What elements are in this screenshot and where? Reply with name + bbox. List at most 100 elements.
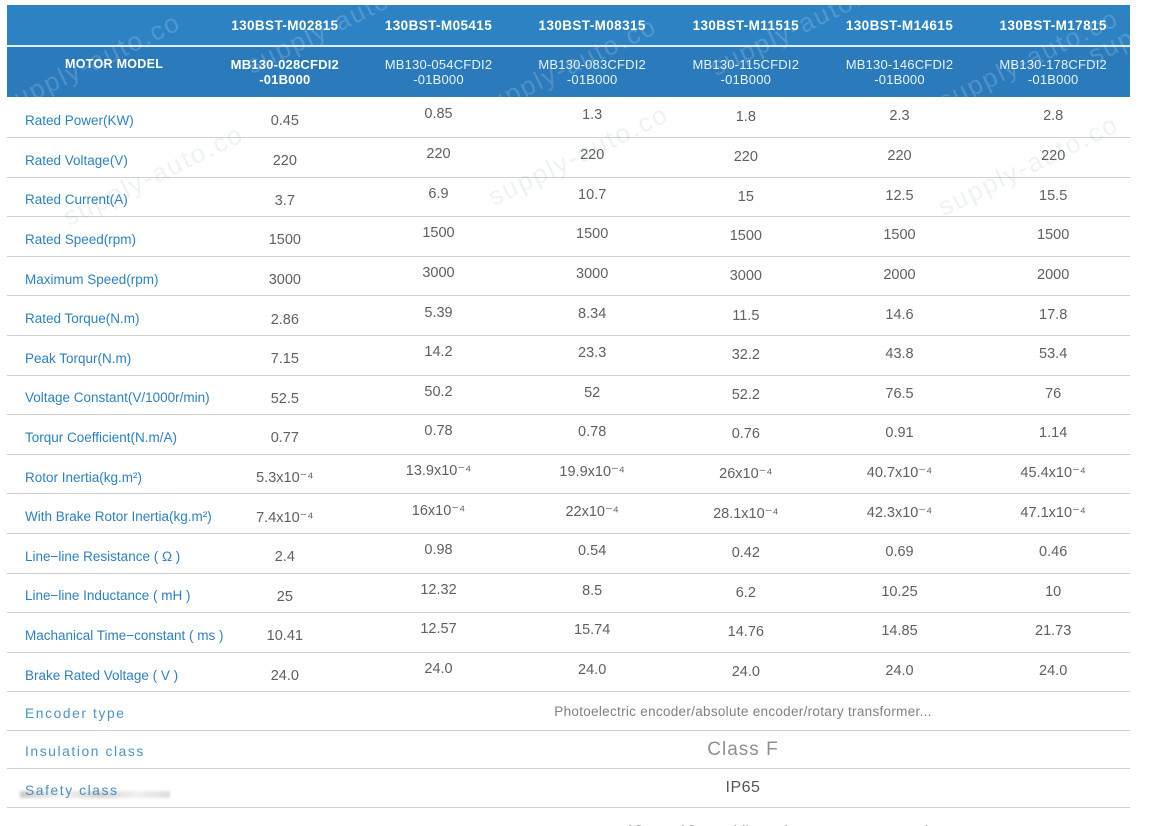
spec-value: 23.3	[578, 345, 607, 362]
spec-value: 47.1x10⁻⁴	[1020, 504, 1086, 521]
sub-model-name: MB130-146CFDI2 -01B000	[823, 47, 977, 97]
row-label: Line−line Inductance ( mH )	[25, 588, 191, 604]
row-label: Rated Current(A)	[25, 192, 128, 208]
row-values: 24.0 24.0 24.0 24.0 24.0 24.0	[208, 661, 1130, 684]
spec-value: 7.15	[270, 351, 299, 368]
row-label: Safety class	[25, 782, 119, 798]
spec-value: 17.8	[1039, 306, 1068, 323]
row-label: With Brake Rotor Inertia(kg.m²)	[25, 509, 212, 525]
row-values: 25 12.32 8.5 6.2 10.25 10	[208, 581, 1130, 605]
sub-model-line2: -01B000	[413, 72, 464, 87]
environment-value: Temperature:-20℃~+40℃ Humidity Below 90%…	[208, 823, 1130, 826]
row-label: Voltage Constant(V/1000r/min)	[25, 390, 210, 406]
spec-value: 3000	[729, 268, 762, 285]
spec-value: 220	[580, 147, 605, 164]
spec-value: 24.0	[731, 664, 760, 681]
spec-value: 12.32	[420, 581, 457, 598]
sub-model-name: MB130-178CFDI2 -01B000	[976, 47, 1130, 97]
merged-rows: Encoder type Photoelectric encoder/absolu…	[7, 692, 1130, 808]
environment-row: The operating of environmental condition…	[7, 808, 1130, 826]
row-values: 220 220 220 220 220 220	[208, 146, 1130, 169]
sub-model-line2: -01B000	[1027, 72, 1079, 87]
sub-model-line1: MB130-083CFDI2	[538, 56, 646, 72]
spec-value: 3000	[268, 272, 301, 289]
model-name-cells: 130BST-M02815 130BST-M05415 130BST-M08315 1…	[208, 5, 1130, 45]
spec-value: 14.85	[881, 623, 918, 640]
table-row: Safety class IP65	[7, 769, 1130, 808]
spec-value: 0.45	[270, 113, 299, 129]
spec-value: 2000	[883, 267, 916, 284]
spec-value: 0.77	[270, 430, 299, 447]
merged-value: Class F	[707, 738, 779, 760]
model-name: 130BST-M05415	[384, 17, 493, 33]
spec-value: 0.98	[424, 542, 453, 559]
table-header: 130BST-M02815 130BST-M05415 130BST-M08315 1…	[7, 5, 1130, 97]
spec-value: 14.2	[424, 344, 453, 361]
spec-value: 2.3	[889, 108, 910, 124]
row-values: 3.7 6.9 10.7 15 12.5 15.5	[208, 185, 1130, 209]
spec-value: 10	[1045, 583, 1062, 600]
motor-model-cell	[7, 47, 208, 97]
spec-value: 1500	[422, 225, 455, 242]
spec-value: 2.8	[1043, 108, 1064, 124]
spec-value: 10.41	[266, 628, 303, 645]
spec-value: 1500	[576, 226, 609, 243]
row-label: Machanical Time−constant ( ms )	[25, 627, 224, 643]
table-row: Line−line Inductance ( mH ) 25 12.32 8.5 6.2…	[7, 574, 1130, 614]
row-label: Brake Rated Voltage ( V )	[25, 667, 179, 683]
spec-value: 15.5	[1039, 187, 1068, 204]
spec-value: 220	[426, 146, 451, 163]
spec-value: 14.76	[727, 624, 764, 641]
row-label: Line−line Resistance ( Ω )	[25, 548, 181, 564]
table-row: Maximum Speed(rpm) 3000 3000 3000 3000 2000 20…	[7, 257, 1130, 297]
table-row: Torqur Coefficient(N.m/A) 0.77 0.78 0.78 0.7…	[7, 415, 1130, 455]
spec-rows: Rated Power(KW) 0.45 0.85 1.3 1.8 2.3 2.8 Rated…	[7, 97, 1130, 693]
spec-value: 1500	[729, 228, 762, 245]
spec-value: 24.0	[270, 668, 299, 685]
spec-value: 1.14	[1039, 425, 1068, 442]
table-row: Rated Voltage(V) 220 220 220 220 220 220	[7, 138, 1130, 178]
table-row: Rated Current(A) 3.7 6.9 10.7 15 12.5 15.5	[7, 178, 1130, 218]
spec-value: 21.73	[1035, 623, 1072, 640]
row-values: 0.77 0.78 0.78 0.76 0.91 1.14	[208, 423, 1130, 446]
sub-model-line2: -01B000	[259, 72, 311, 87]
row-label: Insulation class	[25, 744, 145, 760]
table-row: Rotor Inertia(kg.m²) 5.3x10⁻⁴ 13.9x10⁻⁴ 19.…	[7, 455, 1130, 495]
spec-value: 0.42	[731, 545, 760, 562]
sub-model-name: MB130-115CFDI2 -01B000	[669, 47, 823, 97]
row-values: 5.3x10⁻⁴ 13.9x10⁻⁴ 19.9x10⁻⁴ 26x10⁻⁴ 40.7x10…	[208, 463, 1130, 486]
spec-value: 6.2	[735, 584, 756, 601]
table-row: Rated Power(KW) 0.45 0.85 1.3 1.8 2.3 2.8	[7, 97, 1130, 138]
table-row: Voltage Constant(V/1000r/min) 52.5 50.2 52 5…	[7, 376, 1130, 416]
row-label: Maximum Speed(rpm)	[25, 271, 159, 287]
sub-model-line2: -01B000	[874, 72, 925, 87]
sub-model-name: MB130-028CFDI2 -01B000	[208, 47, 362, 97]
row-values: 2.4 0.98 0.54 0.42 0.69 0.46	[208, 542, 1130, 565]
sub-model-name: MB130-054CFDI2 -01B000	[362, 47, 516, 97]
spec-value: 16x10⁻⁴	[411, 502, 466, 519]
spec-value: 2.4	[274, 549, 295, 566]
spec-value: 15.74	[574, 622, 611, 639]
spec-value: 7.4x10⁻⁴	[256, 509, 314, 526]
spec-value: 1500	[268, 232, 301, 249]
row-values: 7.4x10⁻⁴ 16x10⁻⁴ 22x10⁻⁴ 28.1x10⁻⁴ 42.3x10⁻⁴…	[208, 502, 1130, 526]
spec-value: 52	[584, 384, 601, 401]
spec-value: 26x10⁻⁴	[719, 466, 773, 483]
sub-model-name: MB130-083CFDI2 -01B000	[515, 47, 669, 97]
spec-value: 6.9	[428, 185, 449, 202]
spec-value: 15	[737, 188, 754, 205]
spec-value: 8.5	[582, 582, 603, 599]
motor-spec-table: 130BST-M02815 130BST-M05415 130BST-M08315 1…	[7, 5, 1130, 826]
spec-value: 19.9x10⁻⁴	[559, 464, 625, 481]
table-row: Peak Torqur(N.m) 7.15 14.2 23.3 32.2 43.8 53.4	[7, 336, 1130, 376]
spec-value: 14.6	[885, 306, 914, 323]
row-label: Rotor Inertia(kg.m²)	[25, 469, 143, 485]
spec-value: 53.4	[1039, 346, 1068, 363]
table-row: Machanical Time−constant ( ms ) 10.41 12.5…	[7, 613, 1130, 653]
spec-value: 45.4x10⁻⁴	[1020, 465, 1086, 482]
table-row: Rated Speed(rpm) 1500 1500 1500 1500 1500 1500	[7, 217, 1130, 257]
spec-value: 12.57	[420, 621, 457, 638]
sub-model-line2: -01B000	[720, 72, 772, 87]
spec-value: 1500	[1037, 227, 1070, 244]
